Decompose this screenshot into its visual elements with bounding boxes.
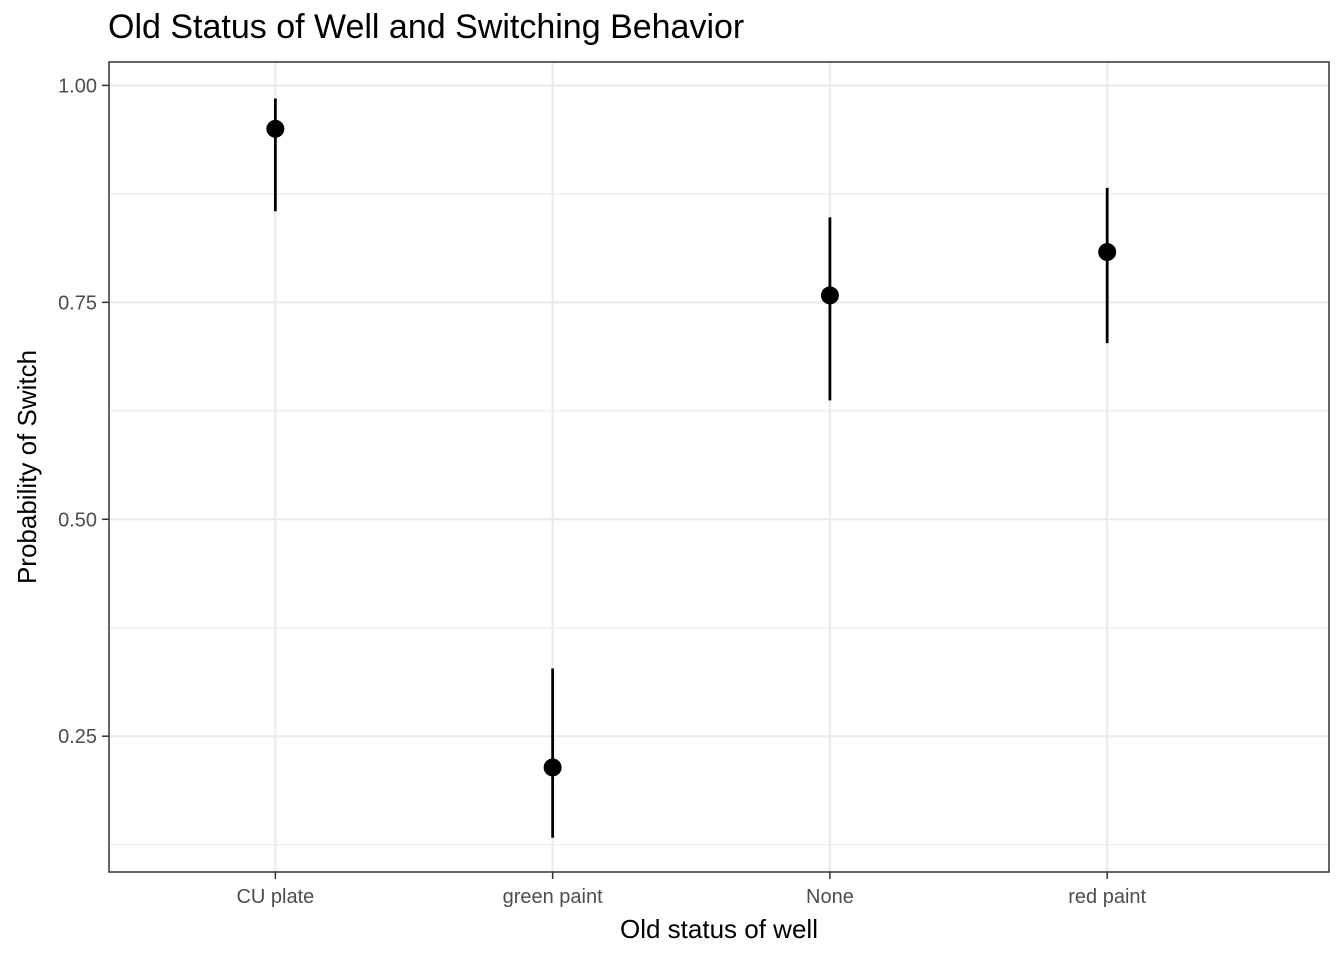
- data-point: [543, 758, 562, 777]
- data-point: [266, 119, 285, 138]
- grid-lines: [109, 62, 1329, 872]
- y-tick-label: 0.75: [58, 292, 97, 314]
- data-layer: [266, 98, 1117, 838]
- y-tick-label: 0.25: [58, 726, 97, 748]
- x-tick-label: CU plate: [236, 886, 314, 908]
- panel-border: [108, 61, 1330, 873]
- x-axis-title: Old status of well: [620, 914, 818, 944]
- y-axis-title: Probability of Switch: [12, 350, 42, 584]
- data-point: [1098, 243, 1117, 262]
- x-tick-label: red paint: [1068, 886, 1146, 908]
- data-point: [820, 286, 839, 305]
- x-tick-label: None: [806, 886, 854, 908]
- x-tick-label: green paint: [503, 886, 604, 908]
- y-tick-label: 1.00: [58, 75, 97, 97]
- chart-title: Old Status of Well and Switching Behavio…: [108, 8, 745, 46]
- y-tick-label: 0.50: [58, 509, 97, 531]
- axis-layer: 0.25 0.50 0.75 1.00 CU plate green paint None r…: [58, 75, 1146, 908]
